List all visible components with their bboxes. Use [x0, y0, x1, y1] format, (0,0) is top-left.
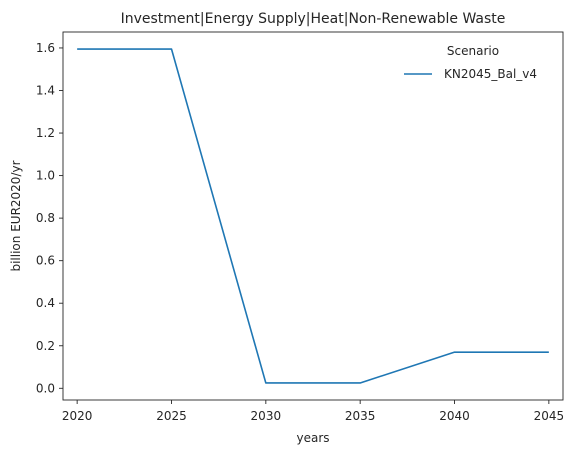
y-tick-label: 1.6 [36, 41, 55, 55]
x-tick-label: 2030 [251, 409, 282, 423]
y-axis-label: billion EUR2020/yr [9, 160, 23, 271]
y-axis: 0.0 0.2 0.4 0.6 0.8 1.0 1.2 1.4 1.6 [36, 41, 63, 395]
y-tick-label: 0.8 [36, 211, 55, 225]
x-tick-label: 2025 [156, 409, 187, 423]
y-tick-label: 1.0 [36, 169, 55, 183]
x-tick-label: 2020 [62, 409, 93, 423]
x-tick-label: 2045 [534, 409, 565, 423]
chart-title: Investment|Energy Supply|Heat|Non-Renewa… [121, 11, 506, 27]
y-tick-label: 0.6 [36, 254, 55, 268]
x-axis: 2020 2025 2030 2035 2040 2045 [62, 400, 564, 423]
y-tick-label: 1.4 [36, 83, 55, 97]
plot-frame [62, 31, 564, 401]
x-tick-label: 2035 [345, 409, 376, 423]
legend: Scenario KN2045_Bal_v4 [404, 44, 537, 81]
y-tick-label: 0.4 [36, 296, 55, 310]
x-tick-label: 2040 [439, 409, 470, 423]
y-tick-label: 0.0 [36, 381, 55, 395]
y-tick-label: 0.2 [36, 339, 55, 353]
legend-title: Scenario [447, 44, 499, 58]
legend-entry-label: KN2045_Bal_v4 [444, 67, 537, 81]
y-tick-label: 1.2 [36, 126, 55, 140]
x-axis-label: years [296, 431, 329, 445]
series-layer [77, 48, 549, 384]
series-line-0 [77, 48, 549, 384]
